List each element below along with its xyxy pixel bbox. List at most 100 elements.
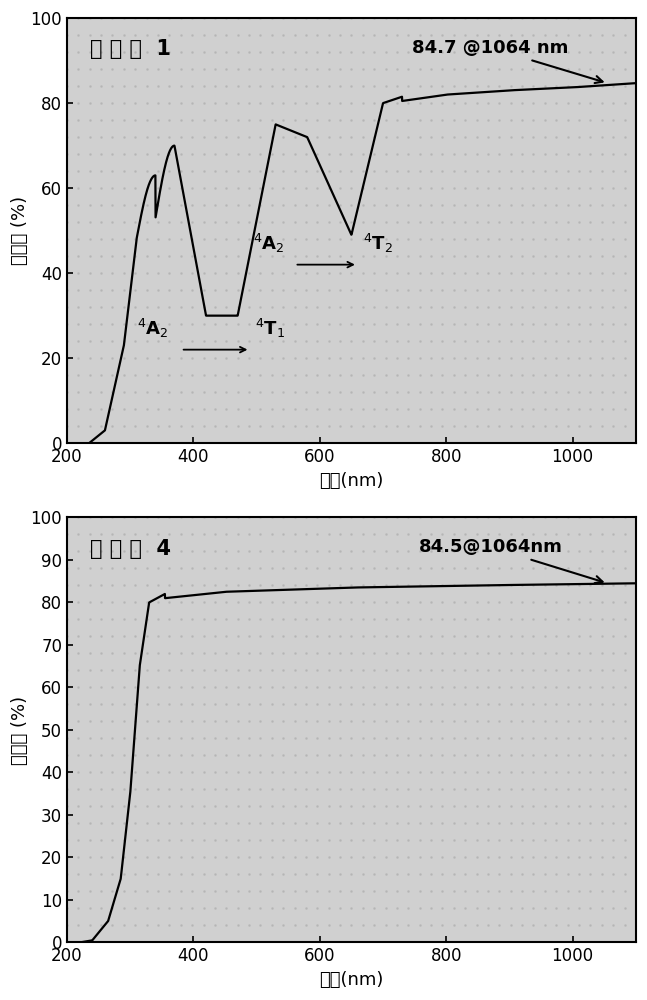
Point (312, 333, 322, 349)
Point (199, 248, 209, 264)
Point (153, 180, 163, 196)
Point (403, 333, 413, 349)
Point (255, 61, 265, 77)
Point (187, 180, 197, 196)
Point (278, 883, 289, 899)
Point (85, 129, 95, 145)
Point (301, 883, 311, 899)
Point (312, 418, 322, 434)
Point (574, 265, 584, 281)
Point (597, 163, 607, 179)
Point (62, 883, 72, 899)
Point (73, 129, 83, 145)
Point (221, 316, 232, 332)
Point (369, 214, 379, 230)
Point (540, 10, 550, 26)
Point (540, 764, 550, 780)
Point (232, 95, 243, 111)
Point (142, 645, 152, 661)
Point (585, 594, 595, 610)
Point (403, 628, 413, 644)
Point (232, 27, 243, 43)
Text: $^4$T$_1$: $^4$T$_1$ (256, 317, 285, 340)
Point (278, 832, 289, 848)
Point (448, 367, 459, 383)
Point (301, 917, 311, 933)
Point (392, 418, 402, 434)
Point (312, 95, 322, 111)
Point (529, 384, 539, 400)
Point (415, 61, 425, 77)
Point (335, 611, 345, 627)
Point (597, 333, 607, 349)
Point (437, 611, 448, 627)
Point (346, 282, 356, 298)
Point (494, 560, 505, 576)
Point (392, 78, 402, 94)
Point (585, 679, 595, 695)
Point (107, 849, 118, 865)
Point (346, 679, 356, 695)
Point (312, 577, 322, 593)
Point (118, 662, 129, 678)
Point (517, 316, 527, 332)
Point (403, 526, 413, 542)
Point (153, 214, 163, 230)
Point (255, 265, 265, 281)
Point (199, 384, 209, 400)
Point (472, 730, 482, 746)
Point (232, 934, 243, 950)
Point (244, 730, 254, 746)
Point (483, 333, 493, 349)
Point (175, 316, 186, 332)
Point (130, 44, 140, 60)
Point (153, 900, 163, 916)
Point (210, 577, 220, 593)
Point (85, 713, 95, 729)
Point (324, 129, 334, 145)
Point (619, 129, 630, 145)
Point (107, 866, 118, 882)
Point (130, 129, 140, 145)
Point (460, 815, 470, 831)
Point (585, 350, 595, 366)
Point (448, 197, 459, 213)
Point (96, 798, 106, 814)
Point (199, 10, 209, 26)
Point (540, 333, 550, 349)
Point (483, 849, 493, 865)
Point (130, 163, 140, 179)
Point (460, 350, 470, 366)
Point (403, 384, 413, 400)
Point (529, 798, 539, 814)
Point (358, 44, 368, 60)
Point (460, 146, 470, 162)
Point (62, 112, 72, 128)
Point (153, 282, 163, 298)
Point (164, 832, 175, 848)
Point (232, 316, 243, 332)
Point (324, 628, 334, 644)
Point (255, 594, 265, 610)
Point (551, 197, 562, 213)
Point (529, 815, 539, 831)
Point (597, 577, 607, 593)
Point (153, 526, 163, 542)
Point (255, 832, 265, 848)
Text: 实 施 例  4: 实 施 例 4 (90, 539, 171, 559)
Point (301, 248, 311, 264)
Point (118, 696, 129, 712)
Point (153, 679, 163, 695)
Point (96, 645, 106, 661)
Point (96, 526, 106, 542)
Point (392, 44, 402, 60)
Point (585, 509, 595, 525)
Point (392, 27, 402, 43)
Point (494, 832, 505, 848)
Point (62, 815, 72, 831)
Point (107, 577, 118, 593)
Point (517, 798, 527, 814)
Point (597, 265, 607, 281)
Point (472, 832, 482, 848)
Point (301, 214, 311, 230)
